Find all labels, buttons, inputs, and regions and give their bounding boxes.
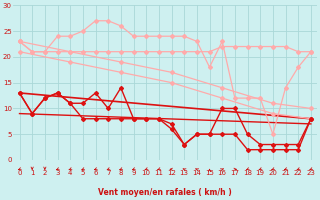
X-axis label: Vent moyen/en rafales ( km/h ): Vent moyen/en rafales ( km/h ) — [98, 188, 232, 197]
